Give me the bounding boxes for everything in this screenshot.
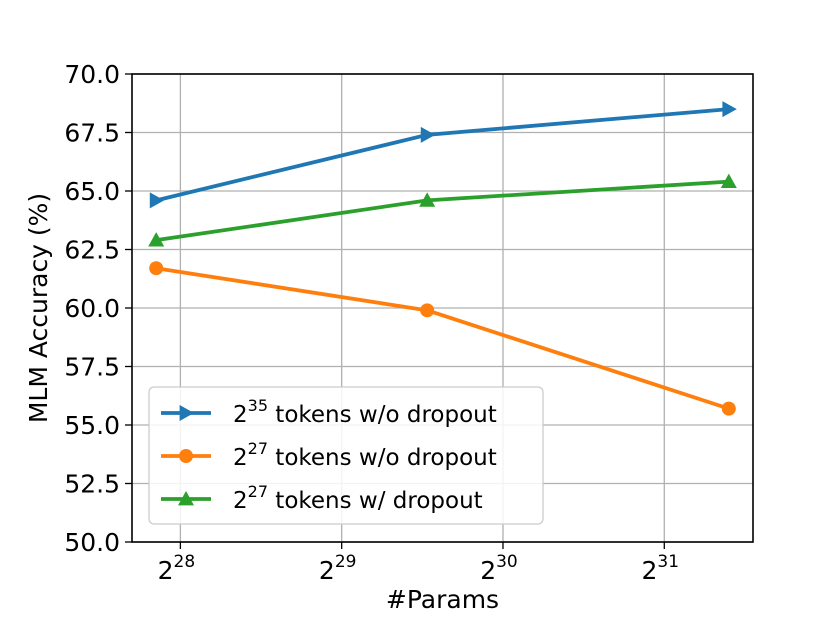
data-point <box>720 173 737 189</box>
legend-rest: tokens w/ dropout <box>268 488 483 514</box>
data-point <box>419 192 436 207</box>
series-2 <box>148 173 737 247</box>
legend-base: 2 <box>233 488 248 514</box>
legend-label: 227 tokens w/o dropout <box>233 439 497 471</box>
data-point <box>420 126 436 143</box>
legend-label: 227 tokens w/ dropout <box>233 482 483 514</box>
data-point <box>149 192 165 209</box>
x-tick-base: 2 <box>158 556 174 585</box>
legend-rest: tokens w/o dropout <box>268 402 497 428</box>
series-1 <box>149 261 736 416</box>
series-layer <box>148 101 737 416</box>
legend-swatch-marker <box>179 405 194 421</box>
y-tick-label: 60.0 <box>64 294 120 323</box>
y-tick-label: 52.5 <box>64 470 120 499</box>
legend-exponent: 27 <box>248 439 268 458</box>
x-axis-ticks: 228 229 230 231 <box>158 542 679 585</box>
legend-rest: tokens w/o dropout <box>268 445 497 471</box>
data-point <box>721 401 736 416</box>
legend-item: 227 tokens w/o dropout <box>161 439 497 471</box>
legend-item: 235 tokens w/o dropout <box>161 396 497 428</box>
x-tick-exponent: 28 <box>174 552 196 572</box>
x-tick-base: 2 <box>480 556 496 585</box>
x-tick-label: 230 <box>480 552 518 585</box>
legend-item: 227 tokens w/ dropout <box>161 482 483 514</box>
y-tick-label: 57.5 <box>64 353 120 382</box>
x-tick-exponent: 30 <box>496 552 518 572</box>
legend-swatch-marker <box>178 491 194 506</box>
y-tick-label: 50.0 <box>64 528 120 557</box>
y-axis-label: MLM Accuracy (%) <box>24 193 53 423</box>
y-tick-label: 65.0 <box>64 177 120 206</box>
x-tick-base: 2 <box>642 556 658 585</box>
y-tick-label: 67.5 <box>64 119 120 148</box>
data-point <box>722 101 737 118</box>
y-tick-label: 62.5 <box>64 236 120 265</box>
x-tick-label: 228 <box>158 552 196 585</box>
legend-label: 235 tokens w/o dropout <box>233 396 497 428</box>
legend-base: 2 <box>233 402 248 428</box>
data-point <box>148 232 165 247</box>
x-tick-exponent: 31 <box>657 552 679 572</box>
data-point <box>420 303 435 318</box>
y-axis-ticks: 50.0 52.5 55.0 57.5 60.0 62.5 65.0 67.5 70.0 <box>64 60 132 557</box>
x-tick-exponent: 29 <box>335 552 357 572</box>
x-tick-base: 2 <box>319 556 335 585</box>
y-tick-label: 70.0 <box>64 60 120 89</box>
legend-swatch-marker <box>179 449 193 463</box>
legend-exponent: 35 <box>248 396 268 415</box>
x-tick-label: 229 <box>319 552 357 585</box>
legend-base: 2 <box>233 445 248 471</box>
data-point <box>149 261 164 276</box>
legend-exponent: 27 <box>248 482 268 501</box>
series-0 <box>149 101 737 209</box>
y-tick-label: 55.0 <box>64 411 120 440</box>
x-axis-label: #Params <box>386 585 499 614</box>
legend-box <box>148 386 544 525</box>
x-tick-label: 231 <box>642 552 680 585</box>
